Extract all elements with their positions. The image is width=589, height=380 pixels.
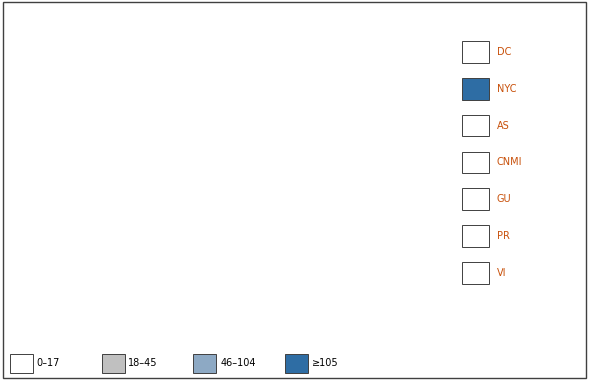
- FancyBboxPatch shape: [462, 262, 489, 284]
- FancyBboxPatch shape: [462, 152, 489, 173]
- FancyBboxPatch shape: [462, 41, 489, 63]
- Text: PR: PR: [497, 231, 509, 241]
- Text: AS: AS: [497, 120, 509, 131]
- Text: GU: GU: [497, 195, 511, 204]
- Text: VI: VI: [497, 268, 506, 278]
- Text: 46–104: 46–104: [220, 358, 256, 368]
- Text: 0–17: 0–17: [37, 358, 60, 368]
- Text: ≥105: ≥105: [312, 358, 339, 368]
- Text: NYC: NYC: [497, 84, 516, 93]
- FancyBboxPatch shape: [285, 354, 309, 373]
- FancyBboxPatch shape: [193, 354, 217, 373]
- Text: 18–45: 18–45: [128, 358, 158, 368]
- FancyBboxPatch shape: [462, 188, 489, 211]
- FancyBboxPatch shape: [462, 115, 489, 136]
- FancyBboxPatch shape: [102, 354, 125, 373]
- FancyBboxPatch shape: [462, 225, 489, 247]
- Text: DC: DC: [497, 47, 511, 57]
- FancyBboxPatch shape: [462, 78, 489, 100]
- Text: CNMI: CNMI: [497, 157, 522, 168]
- FancyBboxPatch shape: [9, 354, 32, 373]
